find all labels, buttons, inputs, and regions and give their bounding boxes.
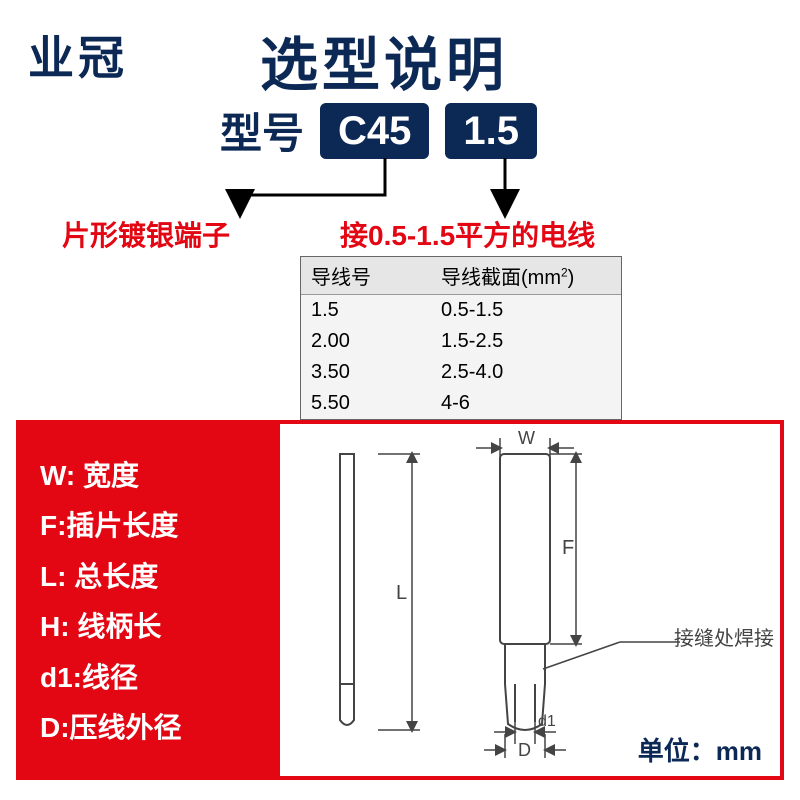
dim-d: D	[518, 740, 531, 760]
badge-c45: C45	[320, 103, 429, 159]
badge-15: 1.5	[445, 103, 537, 159]
model-label: 型号	[220, 100, 304, 161]
table-header-1: 导线号	[301, 257, 431, 294]
legend-f: F:插片长度	[40, 504, 260, 544]
wire-table: 导线号 导线截面(mm2) 1.50.5-1.5 2.001.5-2.5 3.5…	[300, 256, 622, 420]
table-row: 3.502.5-4.0	[301, 357, 621, 388]
legend: W: 宽度 F:插片长度 L: 总长度 H: 线柄长 d1:线径 D:压线外径	[20, 424, 280, 776]
seam-label: 接缝处焊接	[674, 622, 774, 651]
callout-right: 接0.5-1.5平方的电线	[340, 214, 595, 254]
dim-d1: d1	[538, 713, 556, 730]
dimension-panel: W: 宽度 F:插片长度 L: 总长度 H: 线柄长 d1:线径 D:压线外径	[16, 420, 784, 780]
diagram-area: W F L d1	[280, 424, 780, 776]
legend-d: D:压线外径	[40, 706, 260, 746]
dim-f: F	[562, 537, 574, 559]
page-title: 选型说明	[260, 18, 508, 102]
legend-w: W: 宽度	[40, 454, 260, 494]
legend-h: H: 线柄长	[40, 605, 260, 645]
unit-label: 单位：mm	[638, 731, 762, 768]
callout-left: 片形镀银端子	[62, 214, 230, 254]
legend-l: L: 总长度	[40, 555, 260, 595]
table-row: 5.504-6	[301, 388, 621, 419]
dim-w: W	[518, 428, 535, 448]
table-row: 2.001.5-2.5	[301, 326, 621, 357]
legend-d1: d1:线径	[40, 656, 260, 696]
table-row: 1.50.5-1.5	[301, 295, 621, 326]
dim-l: L	[396, 582, 407, 604]
brand-logo: 业冠	[28, 22, 128, 88]
terminal-diagram: W F L d1	[280, 424, 780, 774]
table-header-2: 导线截面(mm2)	[431, 257, 621, 294]
model-row: 型号 C45 1.5	[220, 100, 537, 161]
